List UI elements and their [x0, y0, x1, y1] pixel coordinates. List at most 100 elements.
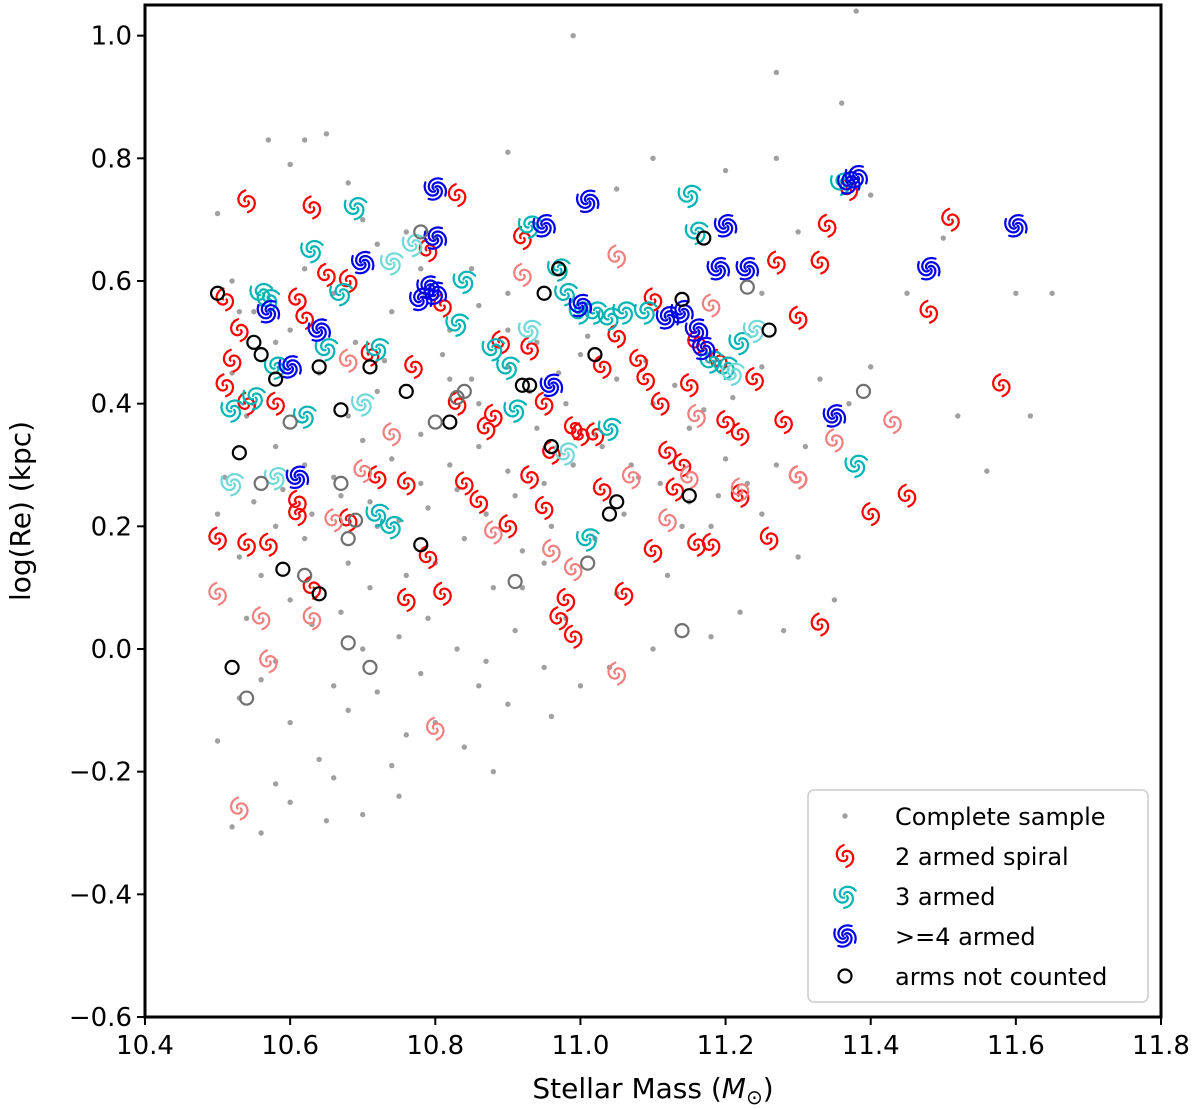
point-complete-sample — [780, 627, 787, 634]
point-complete-sample — [287, 597, 293, 603]
point-2-armed-spiral — [534, 391, 554, 416]
y-tick-label: 1.0 — [91, 22, 132, 52]
point-complete-sample — [432, 235, 438, 241]
point-arms-not-counted-faint — [580, 555, 596, 571]
point-complete-sample — [316, 756, 322, 763]
point-complete-sample — [512, 627, 518, 634]
point-complete-sample — [272, 339, 279, 346]
point-arms-not-counted-faint — [282, 414, 298, 430]
y-tick-label: 0.2 — [91, 512, 132, 542]
point-2-armed-spiral — [288, 489, 307, 514]
point-complete-sample — [759, 511, 765, 517]
point-arms-not-counted — [536, 285, 552, 301]
point-2-armed-spiral-faint — [425, 716, 445, 741]
y-axis: −0.6 −0.4 −0.2 0.0 0.2 0.4 0.6 0.8 1.0 — [69, 22, 145, 1033]
point-complete-sample — [853, 8, 859, 14]
point-arms-not-counted-faint — [456, 383, 472, 399]
point-ge4-armed — [350, 250, 375, 275]
point-complete-sample — [577, 683, 584, 689]
legend-marker-complete-sample — [842, 813, 848, 819]
point-ge4-armed — [837, 171, 861, 195]
point-3-armed-faint — [220, 472, 244, 497]
point-complete-sample — [773, 155, 780, 162]
point-complete-sample — [425, 505, 431, 511]
x-tick-label: 11.8 — [1132, 1031, 1190, 1061]
point-complete-sample — [243, 615, 250, 622]
point-ge4-armed — [916, 256, 941, 281]
point-complete-sample — [374, 241, 380, 247]
point-complete-sample — [708, 634, 714, 640]
point-arms-not-counted-faint — [413, 224, 429, 240]
point-2-armed-spiral-faint — [730, 477, 750, 502]
point-2-armed-spiral — [679, 373, 699, 398]
point-2-armed-spiral-faint — [324, 508, 344, 533]
point-complete-sample — [367, 499, 373, 505]
point-complete-sample — [454, 646, 460, 652]
x-tick-label: 10.6 — [261, 1031, 319, 1061]
point-2-armed-spiral — [222, 348, 242, 373]
point-3-armed — [379, 515, 404, 540]
point-arms-not-counted — [246, 334, 262, 350]
point-2-armed-spiral — [643, 538, 663, 563]
x-tick-label: 11.4 — [842, 1031, 900, 1061]
point-complete-sample — [505, 468, 511, 474]
legend-label: >=4 armed — [895, 923, 1036, 951]
point-complete-sample — [374, 689, 380, 695]
point-complete-sample — [447, 462, 453, 468]
point-2-armed-spiral — [396, 471, 416, 496]
series-ge4-armed — [256, 164, 1028, 490]
point-arms-not-counted — [442, 414, 458, 430]
point-arms-not-counted-faint — [427, 414, 443, 430]
point-arms-not-counted-faint — [340, 530, 356, 547]
point-arms-not-counted — [268, 371, 284, 387]
point-complete-sample — [679, 523, 685, 530]
point-complete-sample — [730, 394, 736, 401]
point-2-armed-spiral — [338, 268, 358, 294]
point-arms-not-counted-faint — [739, 279, 755, 295]
point-2-armed-spiral-faint — [687, 403, 706, 428]
x-tick-label: 11.6 — [987, 1031, 1045, 1061]
legend-entry-3-armed: 3 armed — [833, 883, 995, 911]
point-arms-not-counted — [674, 291, 690, 307]
point-3-armed — [452, 270, 477, 295]
point-3-armed — [633, 301, 658, 325]
point-complete-sample — [621, 511, 627, 517]
point-complete-sample — [505, 290, 511, 296]
point-2-armed-spiral — [520, 336, 539, 361]
point-complete-sample — [374, 388, 380, 395]
point-arms-not-counted — [253, 347, 269, 363]
legend-label: arms not counted — [895, 963, 1107, 991]
legend-entry-complete-sample: Complete sample — [842, 803, 1106, 831]
point-2-armed-spiral — [919, 299, 939, 324]
point-2-armed-spiral — [636, 367, 656, 392]
x-axis-label-subscript: ⊙ — [746, 1085, 763, 1109]
point-complete-sample — [657, 480, 663, 487]
point-complete-sample — [214, 511, 221, 517]
point-complete-sample — [272, 781, 279, 787]
point-2-armed-spiral — [295, 305, 315, 330]
point-3-armed-faint — [554, 442, 578, 466]
point-2-armed-spiral — [563, 624, 583, 649]
legend-entry-arms-not-counted: arms not counted — [837, 963, 1107, 991]
point-complete-sample — [425, 615, 431, 622]
point-complete-sample — [904, 290, 910, 296]
point-2-armed-spiral-faint — [259, 649, 278, 674]
point-ge4-armed — [575, 189, 600, 214]
point-complete-sample — [251, 499, 257, 505]
point-complete-sample — [360, 646, 366, 652]
point-3-armed — [445, 313, 469, 337]
point-arms-not-counted-faint — [340, 635, 356, 651]
point-complete-sample — [418, 266, 424, 272]
point-complete-sample — [345, 707, 351, 714]
point-complete-sample — [570, 462, 576, 468]
point-2-armed-spiral-faint — [883, 410, 902, 435]
y-tick-label: −0.2 — [69, 758, 132, 788]
point-arms-not-counted — [696, 230, 712, 246]
point-3-armed — [329, 282, 353, 307]
series-arms-not-counted-faint — [239, 224, 872, 706]
point-complete-sample — [831, 597, 838, 603]
legend-label: 2 armed spiral — [895, 843, 1069, 871]
point-complete-sample — [955, 413, 961, 419]
point-arms-not-counted — [522, 377, 538, 393]
point-3-armed — [496, 356, 520, 380]
